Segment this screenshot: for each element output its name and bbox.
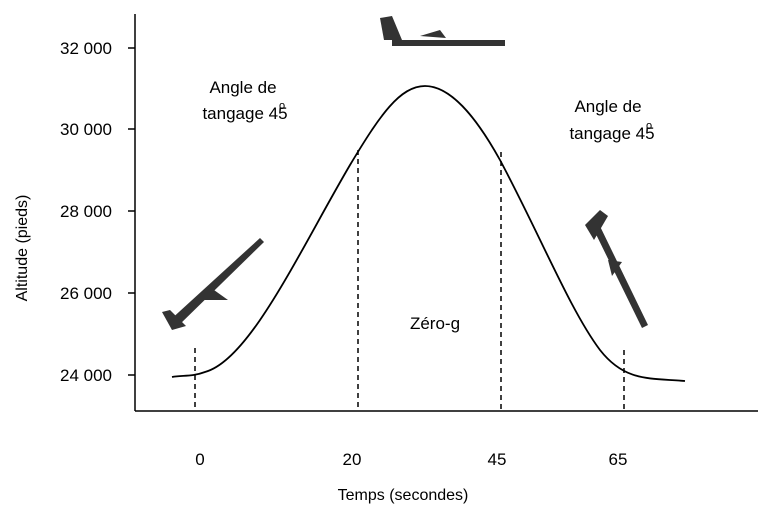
x-tick-label: 45 xyxy=(488,450,507,469)
airplane-dive xyxy=(585,210,648,328)
trajectory xyxy=(171,85,686,382)
airplane-top xyxy=(380,16,505,46)
y-tick-label: 26 000 xyxy=(60,284,112,303)
y-tick-label: 30 000 xyxy=(60,120,112,139)
y-tick-label: 32 000 xyxy=(60,39,112,58)
x-tick-label: 20 xyxy=(343,450,362,469)
annotation: Angle de xyxy=(209,78,276,97)
y-tick-marks xyxy=(128,47,135,376)
x-tick-label: 65 xyxy=(609,450,628,469)
y-axis-label: Altitude (pieds) xyxy=(14,195,31,302)
phase-markers xyxy=(194,150,625,411)
y-tick-label: 28 000 xyxy=(60,202,112,221)
x-axis-label: Temps (secondes) xyxy=(338,487,469,504)
annotation: tangage 45 xyxy=(202,104,287,123)
airplane-climb xyxy=(162,238,264,330)
x-tick-label: 0 xyxy=(195,450,204,469)
annotation: Angle de xyxy=(574,97,641,116)
y-tick-label: 24 000 xyxy=(60,366,112,385)
annotation: Zéro-g xyxy=(410,314,460,333)
annotation-sup: o xyxy=(646,120,652,132)
annotation: tangage 45 xyxy=(569,124,654,143)
annotation-sup: o xyxy=(279,100,285,112)
